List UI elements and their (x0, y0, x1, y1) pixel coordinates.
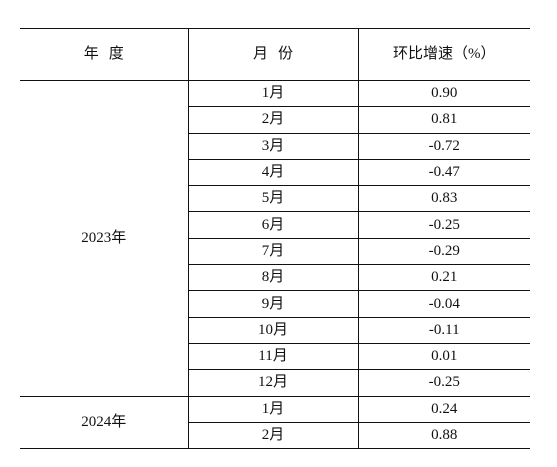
year-cell: 2024年 (20, 396, 189, 450)
table-row: 2月 0.81 (20, 106, 530, 134)
year-cell: 2023年 (20, 80, 189, 397)
month-cell: 2月 (188, 422, 359, 450)
table-body: 2023年 1月 0.90 2月 0.81 3月 -0.72 4月 -0.47 5月 0.83 6月 -… (20, 80, 530, 450)
table-row: 2月 0.88 (20, 422, 530, 450)
table-row: 4月 -0.47 (20, 159, 530, 187)
rate-cell: -0.25 (358, 211, 530, 239)
rate-cell: -0.04 (358, 290, 530, 318)
header-rate: 环比增速（%） (358, 28, 530, 81)
month-cell: 8月 (188, 264, 359, 292)
table-row: 11月 0.01 (20, 343, 530, 371)
table-row: 2023年 1月 0.90 (20, 80, 530, 397)
rate-cell: -0.25 (358, 369, 530, 397)
table-header: 年度 月份 环比增速（%） (20, 28, 530, 81)
month-cell: 11月 (188, 343, 359, 371)
header-row: 年度 月份 环比增速（%） (20, 28, 530, 81)
header-month: 月份 (188, 28, 359, 81)
table-row: 3月 -0.72 (20, 133, 530, 160)
month-cell: 9月 (188, 290, 359, 318)
rate-cell: 0.83 (358, 185, 530, 213)
month-cell: 2月 (188, 106, 359, 134)
table-row: 2024年 1月 0.24 (20, 396, 530, 450)
month-cell: 4月 (188, 159, 359, 187)
rate-cell: 0.90 (358, 80, 530, 108)
data-table: 年度 月份 环比增速（%） 2023年 1月 0.90 2月 0.81 3月 -0.72 4月… (20, 28, 530, 450)
header-year: 年度 (20, 28, 189, 81)
table-row: 12月 -0.25 (20, 369, 530, 397)
month-cell: 7月 (188, 238, 359, 266)
rate-cell: -0.47 (358, 159, 530, 187)
month-cell: 1月 (188, 80, 359, 108)
table-row: 5月 0.83 (20, 185, 530, 213)
rate-cell: 0.88 (358, 422, 530, 450)
table-row: 7月 -0.29 (20, 238, 530, 266)
table-row: 9月 -0.04 (20, 290, 530, 318)
rate-cell: 0.01 (358, 343, 530, 371)
rate-cell: -0.29 (358, 238, 530, 266)
rate-cell: -0.72 (358, 133, 530, 160)
rate-cell: 0.21 (358, 264, 530, 292)
table-row: 6月 -0.25 (20, 211, 530, 239)
month-cell: 6月 (188, 211, 359, 239)
rate-cell: 0.24 (358, 396, 530, 423)
month-cell: 1月 (188, 396, 359, 423)
table-row: 8月 0.21 (20, 264, 530, 292)
rate-cell: 0.81 (358, 106, 530, 134)
month-cell: 12月 (188, 369, 359, 397)
month-cell: 10月 (188, 317, 359, 344)
month-cell: 3月 (188, 133, 359, 160)
table-row: 10月 -0.11 (20, 317, 530, 344)
rate-cell: -0.11 (358, 317, 530, 344)
month-cell: 5月 (188, 185, 359, 213)
